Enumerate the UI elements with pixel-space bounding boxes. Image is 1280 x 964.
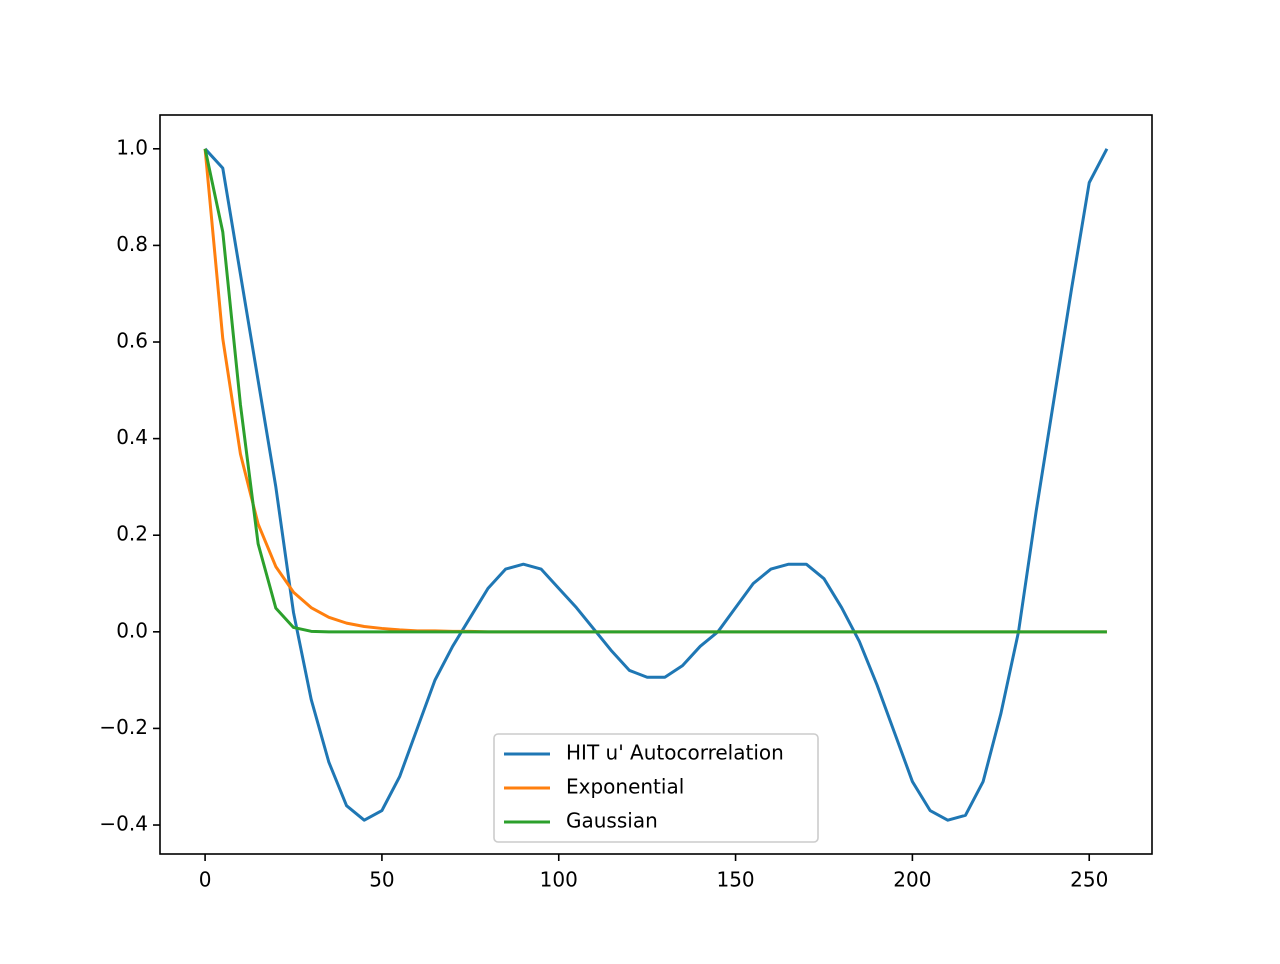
y-tick-label: 0.8	[116, 232, 148, 256]
line-series	[203, 148, 1107, 634]
y-tick-label: −0.2	[99, 715, 148, 739]
plot-frame	[159, 114, 1153, 855]
legend-label: HIT u' Autocorrelation	[566, 741, 784, 765]
x-tick-label: 0	[199, 868, 212, 892]
x-tick-label: 150	[716, 868, 754, 892]
legend-label: Exponential	[566, 775, 684, 799]
y-tick-label: 1.0	[116, 135, 148, 159]
legend-box	[493, 733, 819, 843]
y-tick-label: 0.6	[116, 329, 148, 353]
y-tick-label: −0.4	[99, 812, 148, 836]
y-tick-label: 0.2	[116, 522, 148, 546]
x-tick-label: 200	[893, 868, 931, 892]
x-tick-label: 50	[369, 868, 394, 892]
legend-label: Gaussian	[566, 809, 658, 833]
y-tick-label: 0.4	[116, 425, 148, 449]
legend: HIT u' Autocorrelation Exponential Gaussia…	[493, 733, 819, 843]
x-tick-label: 250	[1070, 868, 1108, 892]
y-tick-label: 0.0	[116, 618, 148, 642]
x-tick-label: 100	[540, 868, 578, 892]
line-series	[203, 147, 1109, 822]
